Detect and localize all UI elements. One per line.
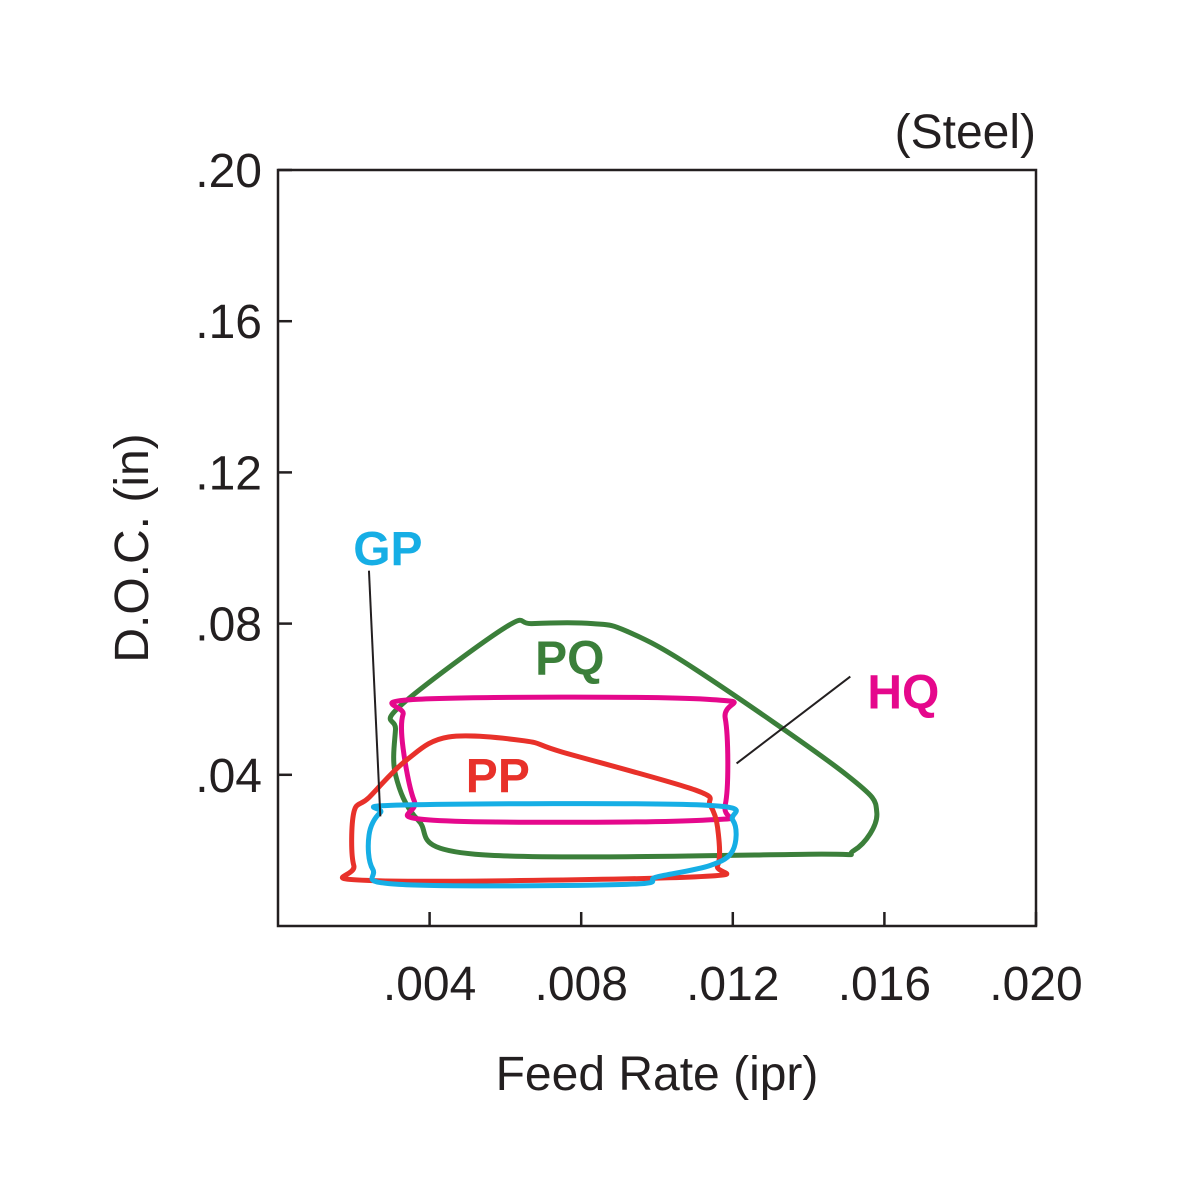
- y-tick-label-5: .20: [195, 145, 262, 198]
- y-axis-title: D.O.C. (in): [106, 433, 159, 662]
- x-tick-label-3: .012: [686, 958, 779, 1011]
- region-hq: [389, 694, 737, 825]
- chart-title: (Steel): [895, 106, 1036, 159]
- leader-line-gp: [367, 570, 382, 817]
- plot-frame: [276, 168, 1038, 928]
- regions: [340, 617, 880, 889]
- x-tick-label-5: .020: [989, 958, 1082, 1011]
- series-labels: PQ HQ PP GP: [353, 523, 939, 803]
- y-tick-label-2: .08: [195, 599, 262, 652]
- label-gp: GP: [353, 523, 422, 576]
- x-tick-label-4: .016: [838, 958, 931, 1011]
- label-pq: PQ: [535, 633, 604, 686]
- leader-line-hq: [735, 675, 851, 765]
- ticks: .004 .008 .012 .016 .020 .04 .08 .12 .16 .20: [195, 145, 1082, 1011]
- region-pq: [387, 617, 880, 860]
- y-tick-label-3: .12: [195, 447, 262, 500]
- region-pp: [340, 733, 730, 884]
- leader-lines: [367, 570, 851, 817]
- region-gp: [365, 801, 739, 889]
- y-tick-label-1: .04: [195, 750, 262, 803]
- x-tick-label-2: .008: [534, 958, 627, 1011]
- x-tick-label-1: .004: [383, 958, 476, 1011]
- x-axis-title: Feed Rate (ipr): [496, 1048, 819, 1101]
- label-hq: HQ: [867, 667, 939, 720]
- y-tick-label-4: .16: [195, 296, 262, 349]
- label-pp: PP: [466, 750, 530, 803]
